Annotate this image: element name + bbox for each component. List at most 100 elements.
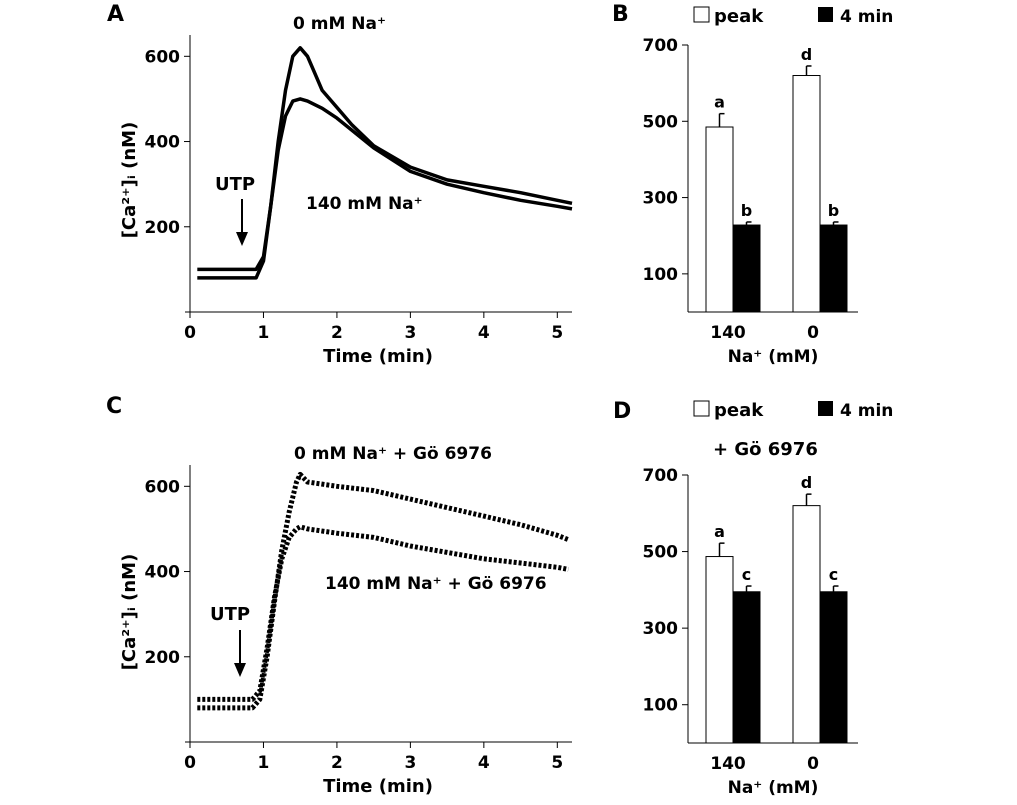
panel-b-y-tick-label: 500: [643, 112, 679, 132]
panel-d-category-0: 0: [807, 754, 819, 774]
panel-c-x-tick-label: 1: [258, 753, 270, 773]
panel-d: D peak 4 min + Gö 6976 100 300 500 700 a c d c…: [613, 399, 893, 798]
panel-c-y-tick-label: 600: [145, 477, 181, 497]
panel-d-error-bar: [832, 585, 839, 592]
panel-c-x-tick-label: 2: [331, 753, 343, 773]
panel-d-significance-label: a: [714, 522, 725, 541]
panel-b-significance-label: b: [828, 201, 839, 220]
panel-c-x-tick-label: 5: [551, 753, 563, 773]
panel-c-y-ticks: 200 400 600: [145, 477, 190, 668]
panel-a: A 200 400 600 0 1 2 3 4 5 Time (min) [Ca²⁺]ᵢ (n…: [107, 2, 573, 367]
panel-b-y-tick-label: 100: [643, 265, 679, 285]
panel-b-bar-peak-1: [792, 75, 821, 313]
panel-d-bars: a c d c: [705, 473, 848, 744]
panel-b-bar-4min-1: [819, 224, 848, 313]
panel-d-error-bar: [745, 585, 752, 592]
panel-b-category-0: 0: [807, 323, 819, 343]
panel-d-bar-4min-1: [819, 591, 848, 744]
panel-b-significance-label: d: [801, 45, 812, 64]
panel-d-category-140: 140: [710, 754, 746, 774]
panel-b-y-tick-label: 700: [643, 36, 679, 56]
panel-a-x-tick-label: 3: [404, 323, 416, 343]
panel-a-x-tick-label: 0: [184, 323, 196, 343]
panel-b-error-bar: [745, 221, 752, 226]
panel-d-legend-peak-swatch: [693, 400, 710, 417]
panel-b-bars: a b d b: [705, 45, 848, 313]
panel-a-x-tick-label: 5: [551, 323, 563, 343]
panel-d-y-tick-label: 700: [643, 466, 679, 486]
panel-d-legend-peak-label: peak: [714, 400, 764, 421]
panel-d-y-tick-label: 100: [643, 696, 679, 716]
panel-d-subtitle: + Gö 6976: [713, 439, 818, 460]
panel-d-y-tick-label: 300: [643, 619, 679, 639]
panel-b-y-ticks: 100 300 500 700: [643, 36, 688, 285]
panel-d-significance-label: c: [829, 565, 838, 584]
panel-a-x-tick-label: 1: [258, 323, 270, 343]
panel-c-x-tick-label: 4: [478, 753, 490, 773]
panel-c-letter: C: [106, 394, 122, 419]
panel-b-error-bar: [718, 112, 725, 128]
panel-b-significance-label: a: [714, 93, 725, 112]
panel-c-x-tick-label: 3: [404, 753, 416, 773]
panel-b-category-140: 140: [710, 323, 746, 343]
panel-a-x-label: Time (min): [323, 346, 433, 367]
panel-c-y-label: [Ca²⁺]ᵢ (nM): [119, 554, 140, 671]
panel-b-bar-peak-0: [705, 126, 734, 313]
panel-b-legend-peak-swatch: [693, 6, 710, 23]
panel-a-series-line-0: [197, 46, 573, 280]
panel-c-series-line-1: [197, 524, 569, 702]
panel-c-label-0mm: 0 mM Na⁺ + Gö 6976: [294, 444, 492, 464]
panel-a-utp-label: UTP: [215, 174, 255, 195]
panel-d-bar-peak-0: [705, 556, 734, 744]
panel-a-axes: [185, 35, 572, 313]
panel-a-x-tick-label: 4: [478, 323, 490, 343]
panel-d-x-label: Na⁺ (mM): [728, 778, 819, 798]
panel-b-legend-4min-label: 4 min: [840, 7, 893, 27]
panel-d-y-ticks: 100 300 500 700: [643, 466, 688, 716]
panel-a-series-line-1: [197, 97, 573, 272]
panel-c-utp-arrow: [234, 630, 246, 677]
panel-b-x-label: Na⁺ (mM): [728, 347, 819, 367]
panel-c-axes: [185, 465, 572, 743]
panel-d-bar-peak-1: [792, 505, 821, 744]
panel-a-y-label: [Ca²⁺]ᵢ (nM): [119, 122, 140, 239]
panel-b-letter: B: [612, 2, 629, 27]
panel-c-label-140mm: 140 mM Na⁺ + Gö 6976: [325, 574, 547, 594]
panel-b: B peak 4 min 100 300 500 700 a b d b 140 0 Na⁺…: [612, 2, 893, 367]
panel-a-series: [197, 46, 573, 280]
panel-d-letter: D: [613, 399, 631, 424]
panel-d-error-bar: [805, 493, 812, 506]
panel-d-significance-label: c: [742, 565, 751, 584]
panel-a-y-tick-label: 200: [145, 218, 181, 238]
panel-c-utp-label: UTP: [210, 604, 250, 625]
panel-a-y-ticks: 200 400 600: [145, 47, 190, 238]
panel-b-legend-peak-label: peak: [714, 6, 764, 27]
panel-c: C 200 400 600 0 1 2 3 4 5 Time (min) [Ca²⁺]ᵢ (n…: [106, 394, 572, 797]
panel-b-legend-4min-swatch: [818, 7, 833, 22]
panel-a-label-140mm: 140 mM Na⁺: [306, 194, 423, 214]
panel-a-x-tick-label: 2: [331, 323, 343, 343]
panel-c-y-tick-label: 200: [145, 648, 181, 668]
panel-c-x-ticks: 0 1 2 3 4 5: [184, 742, 563, 773]
panel-d-y-tick-label: 500: [643, 543, 679, 563]
panel-d-bar-4min-0: [732, 591, 761, 744]
panel-a-letter: A: [107, 2, 124, 27]
panel-b-significance-label: b: [741, 201, 752, 220]
panel-a-utp-arrow: [236, 199, 248, 246]
panel-a-y-tick-label: 600: [145, 47, 181, 67]
panel-d-error-bar: [718, 542, 725, 557]
panel-b-y-tick-label: 300: [643, 189, 679, 209]
panel-c-series: [197, 471, 570, 711]
panel-b-bar-4min-0: [732, 224, 761, 313]
panel-c-y-tick-label: 400: [145, 563, 181, 583]
panel-c-x-label: Time (min): [323, 776, 433, 797]
panel-c-series-line-0: [197, 471, 570, 711]
panel-d-significance-label: d: [801, 473, 812, 492]
panel-a-label-0mm: 0 mM Na⁺: [293, 14, 386, 34]
panel-a-y-tick-label: 400: [145, 133, 181, 153]
panel-a-x-ticks: 0 1 2 3 4 5: [184, 312, 563, 343]
panel-d-legend-4min-label: 4 min: [840, 401, 893, 421]
panel-b-error-bar: [805, 65, 812, 76]
panel-b-error-bar: [832, 221, 839, 226]
